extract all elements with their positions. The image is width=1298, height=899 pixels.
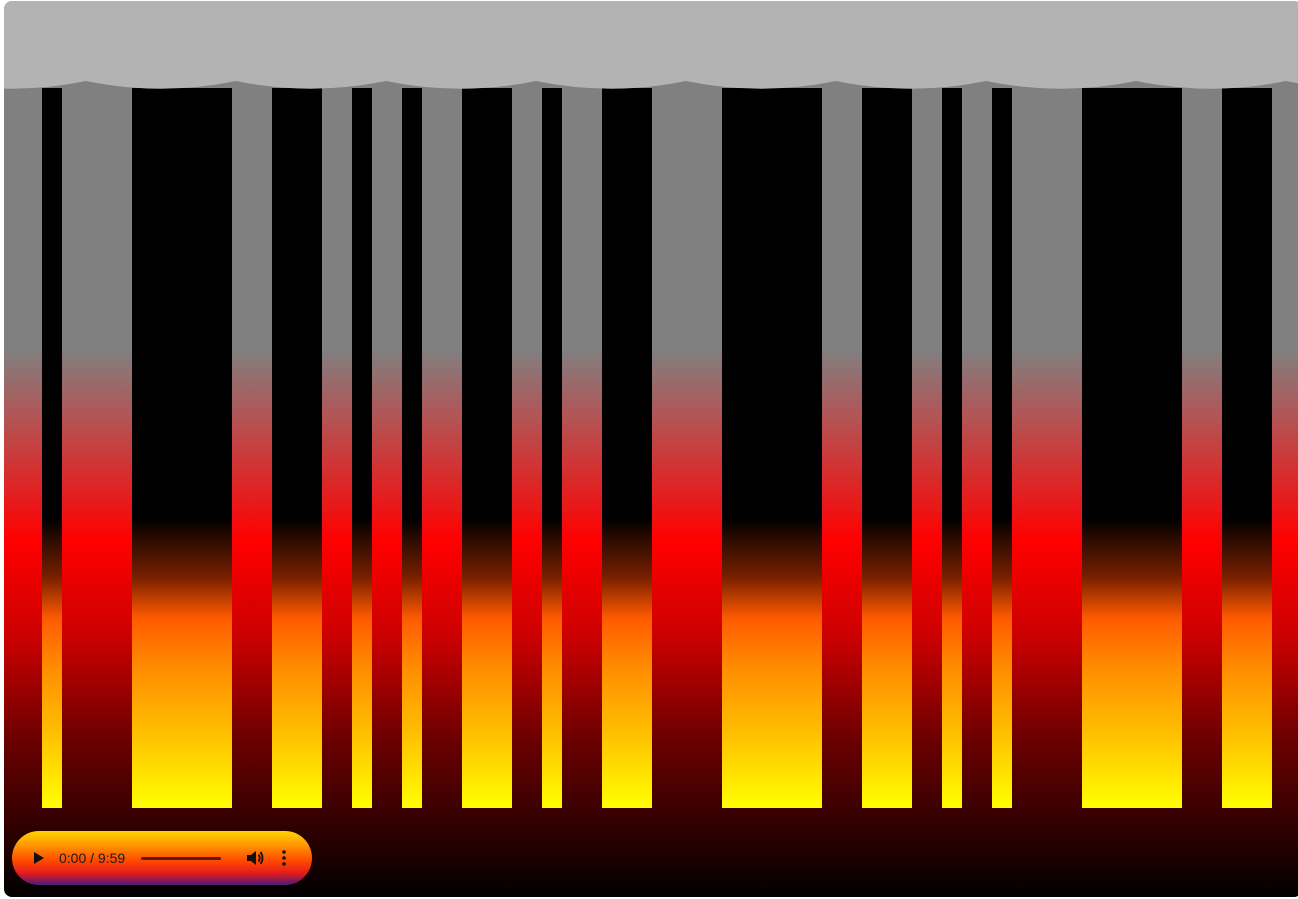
spectrum-bar bbox=[722, 88, 822, 808]
spectrum-bar bbox=[602, 88, 652, 808]
spectrum-bar bbox=[862, 88, 912, 808]
spectrum-bar bbox=[402, 88, 422, 808]
more-vertical-icon bbox=[282, 850, 286, 866]
spectrum-bar bbox=[1222, 88, 1272, 808]
progress-slider[interactable] bbox=[141, 856, 222, 860]
top-curtain bbox=[4, 1, 1298, 89]
spectrum-bar bbox=[942, 88, 962, 808]
audio-player: 0:00 / 9:59 bbox=[12, 831, 312, 885]
spectrum-bar bbox=[272, 88, 322, 808]
spectrum-bar bbox=[352, 88, 372, 808]
spectrum-bar bbox=[1082, 88, 1182, 808]
spectrum-bar bbox=[542, 88, 562, 808]
spectrum-bars bbox=[4, 1, 1298, 897]
spectrum-bar bbox=[132, 88, 232, 808]
play-button[interactable] bbox=[30, 849, 48, 867]
spectrum-bar bbox=[992, 88, 1012, 808]
spectrum-bar bbox=[42, 88, 62, 808]
more-options-button[interactable] bbox=[277, 848, 291, 868]
play-icon bbox=[34, 852, 44, 864]
visualizer-canvas: 0:00 / 9:59 bbox=[4, 1, 1298, 897]
volume-button[interactable] bbox=[245, 848, 265, 868]
volume-icon bbox=[247, 851, 264, 865]
spectrum-bar bbox=[462, 88, 512, 808]
time-display: 0:00 / 9:59 bbox=[59, 850, 126, 866]
